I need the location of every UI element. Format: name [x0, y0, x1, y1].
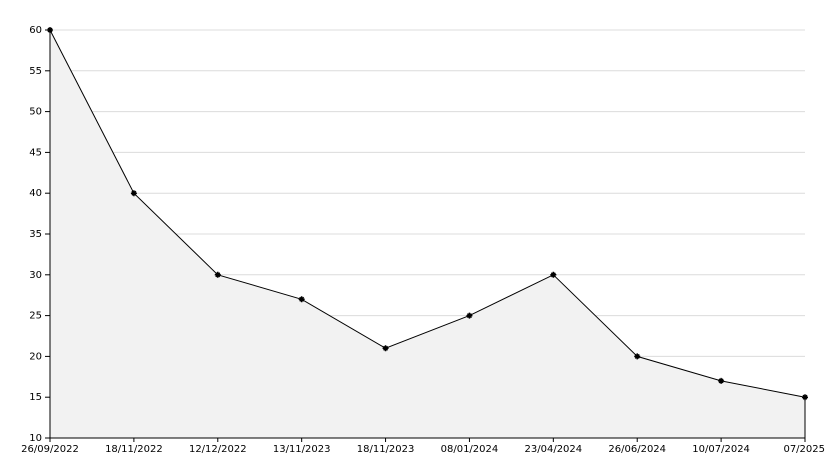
x-tick-label: 12/12/2022: [189, 444, 247, 455]
y-tick-label: 30: [29, 270, 42, 281]
y-tick-label: 20: [29, 351, 42, 362]
line: [49, 29, 806, 398]
marker: [718, 377, 725, 384]
y-tick-label: 35: [29, 229, 42, 240]
y-tick-label: 10: [29, 433, 42, 444]
x-tick-label: 07/2025: [783, 444, 825, 455]
x-tick-label: 23/04/2024: [525, 444, 583, 455]
y-tick-label: 55: [29, 66, 42, 77]
y-tick-label: 50: [29, 107, 42, 118]
y-tick-label: 60: [29, 25, 42, 36]
x-tick-label: 26/06/2024: [608, 444, 666, 455]
marker: [130, 190, 137, 197]
x-tick-label: 13/11/2023: [273, 444, 331, 455]
x-tick-label: 10/07/2024: [692, 444, 750, 455]
x-tick-label: 26/09/2022: [21, 444, 79, 455]
marker: [634, 353, 641, 360]
marker: [550, 271, 557, 278]
y-tick-label: 45: [29, 147, 42, 158]
marker: [382, 345, 389, 352]
marker: [466, 312, 473, 319]
marker: [214, 271, 221, 278]
y-tick-label: 25: [29, 311, 42, 322]
x-tick-label: 18/11/2022: [105, 444, 163, 455]
x-tick-label: 18/11/2023: [357, 444, 415, 455]
y-tick-label: 40: [29, 188, 42, 199]
x-tick-label: 08/01/2024: [441, 444, 499, 455]
marker: [298, 296, 305, 303]
marker: [802, 394, 808, 401]
y-tick-label: 15: [29, 392, 42, 403]
